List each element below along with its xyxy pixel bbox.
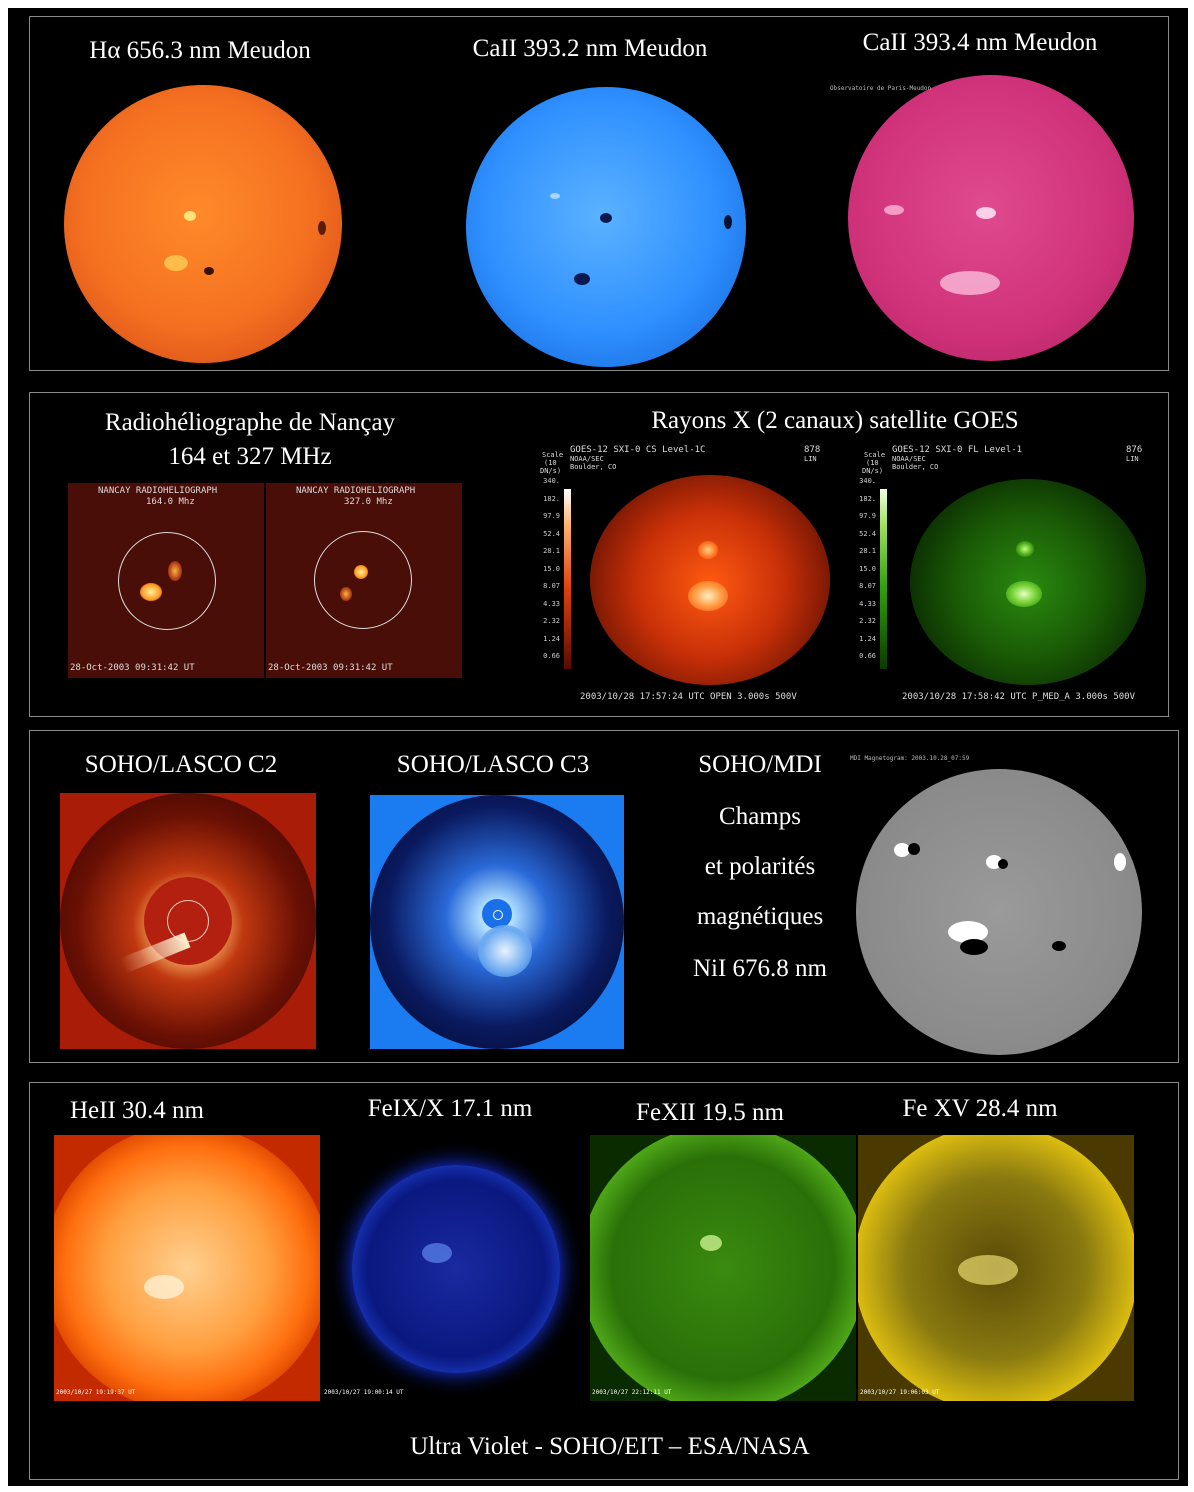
lasco-c2-image — [60, 793, 316, 1049]
scale-tick-label: 15.0 — [859, 564, 876, 573]
figure-sheet: Hα 656.3 nm Meudon CaII 393.2 nm Meudon … — [8, 8, 1188, 1486]
caption-heii: HeII 30.4 nm — [70, 1097, 204, 1124]
caption-nancay-line2: 164 et 327 MHz — [168, 443, 332, 470]
caption-caii-3934: CaII 393.4 nm Meudon — [862, 29, 1098, 56]
scale-tick-label: 1.24 — [859, 634, 876, 643]
caption-fexv: Fe XV 28.4 nm — [902, 1095, 1058, 1122]
nancay-164mhz-image: NANCAY RADIOHELIOGRAPH 164.0 Mhz 28-Oct-… — [68, 483, 264, 678]
scale-tick-label: 0.66 — [859, 652, 876, 660]
scale-tick-label: 0.66 — [543, 652, 560, 660]
goes-right-scale-ticks: 340. 182. 97.9 52.4 28.1 15.0 8.07 4.33 2.32 1.24… — [850, 473, 876, 666]
goes-sxi-cs-image: Scale (10 DN/s) 340. 182. 97.9 52.4 28.1 15.0… — [528, 441, 838, 706]
scale-tick-label: 182. — [543, 494, 560, 503]
scale-tick-label: 1.24 — [543, 634, 560, 643]
scale-tick-label: 97.9 — [543, 512, 560, 520]
caption-halpha: Hα 656.3 nm Meudon — [89, 37, 311, 64]
caption-feix: FeIX/X 17.1 nm — [367, 1095, 533, 1122]
sun-halpha-image — [64, 85, 342, 363]
mdi-caption-line5: NiI 676.8 nm — [692, 955, 828, 982]
scale-tick-label: 340. — [859, 477, 876, 485]
mdi-caption-line2: Champs — [719, 803, 801, 830]
panel-radio-xray: Radiohéliographe de Nançay 164 et 327 MH… — [29, 392, 1169, 717]
caption-lasco-c2: SOHO/LASCO C2 — [84, 751, 278, 778]
lasco-c3-image — [370, 795, 624, 1049]
eit-171-image: 2003/10/27 19:00:14 UT — [322, 1135, 588, 1401]
caption-lasco-c3: SOHO/LASCO C3 — [396, 751, 590, 778]
goes-left-scale-ticks: 340. 182. 97.9 52.4 28.1 15.0 8.07 4.33 2.32 1.24… — [534, 473, 560, 666]
scale-tick-label: 340. — [543, 477, 560, 485]
scale-tick-label: 52.4 — [859, 529, 876, 538]
scale-tick-label: 2.32 — [543, 617, 560, 625]
sun-caii-3932-image — [466, 87, 746, 367]
caption-eit-footer: Ultra Violet - SOHO/EIT – ESA/NASA — [410, 1433, 810, 1460]
panel-soho-lasco-mdi: SOHO/LASCO C2 SOHO/LASCO C3 SOHO/MDI Cha… — [29, 730, 1179, 1063]
panel-soho-eit: HeII 30.4 nm FeIX/X 17.1 nm FeXII 19.5 n… — [29, 1082, 1179, 1480]
mdi-caption-line4: magnétiques — [696, 903, 824, 930]
caption-nancay-line1: Radiohéliographe de Nançay — [104, 409, 396, 436]
eit-284-image: 2003/10/27 19:06:03 UT — [858, 1135, 1134, 1401]
caption-caii-3932: CaII 393.2 nm Meudon — [472, 35, 708, 62]
nancay-327mhz-image: NANCAY RADIOHELIOGRAPH 327.0 Mhz 28-Oct-… — [266, 483, 462, 678]
caption-goes: Rayons X (2 canaux) satellite GOES — [651, 407, 1019, 434]
mdi-caption-line1: SOHO/MDI — [698, 751, 822, 778]
panel-chromosphere: Hα 656.3 nm Meudon CaII 393.2 nm Meudon … — [29, 16, 1169, 371]
scale-tick-label: 8.07 — [859, 582, 876, 590]
caption-fexii: FeXII 19.5 nm — [636, 1099, 784, 1126]
eit-304-image: 2003/10/27 19:19:37 UT — [54, 1135, 320, 1401]
scale-tick-label: 15.0 — [543, 564, 560, 573]
eit-195-image: 2003/10/27 22:12:11 UT — [590, 1135, 856, 1401]
scale-tick-label: 28.1 — [543, 547, 560, 555]
scale-tick-label: 8.07 — [543, 582, 560, 590]
scale-tick-label: 182. — [859, 494, 876, 503]
scale-tick-label: 97.9 — [859, 512, 876, 520]
mdi-magnetogram-image — [856, 769, 1142, 1055]
mdi-caption-line3: et polarités — [704, 853, 816, 880]
meudon-caption-microtext: Observatoire de Paris-Meudon — [830, 85, 932, 92]
scale-tick-label: 2.32 — [859, 617, 876, 625]
mdi-header-text: MDI Magnetogram: 2003.10.28_07:59 — [850, 755, 970, 762]
goes-sxi-fl-image: Scale (10 DN/s) 340. 182. 97.9 52.4 28.1 15.0… — [850, 441, 1160, 706]
scale-tick-label: 4.33 — [543, 599, 560, 608]
scale-tick-label: 28.1 — [859, 547, 876, 555]
scale-tick-label: 4.33 — [859, 599, 876, 608]
sun-caii-3934-image — [848, 75, 1134, 361]
scale-tick-label: 52.4 — [543, 529, 560, 538]
